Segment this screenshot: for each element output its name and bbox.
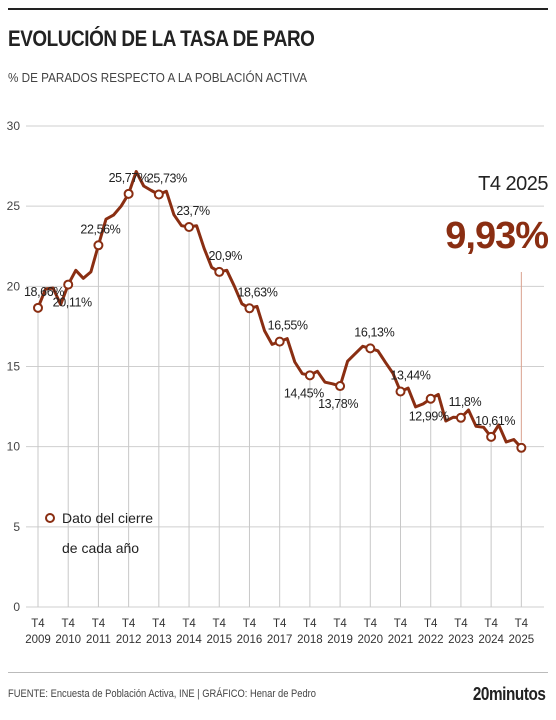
x-tick-label-top: T4 [273,618,287,630]
year-end-marker [274,336,285,347]
x-tick-label-top: T4 [333,618,347,630]
x-tick-label-top: T4 [31,618,45,630]
year-end-marker [244,303,255,314]
y-tick-label: 15 [7,360,21,374]
year-end-marker [63,279,74,290]
x-tick-label-top: T4 [243,618,257,630]
y-tick-label: 10 [7,440,21,454]
x-tick-label-year: 2023 [448,634,474,646]
x-tick-label-year: 2018 [297,634,323,646]
y-tick-label: 25 [7,199,21,213]
line-chart: 051015202530T42009T42010T42011T42012T420… [7,119,550,646]
year-end-marker [335,381,346,392]
year-end-marker [365,343,376,354]
data-label: 18,63% [237,285,277,299]
year-end-marker [304,370,315,381]
x-tick-label-year: 2017 [267,634,293,646]
data-label: 16,55% [268,319,308,333]
x-tick-label-top: T4 [303,618,317,630]
year-end-marker [516,442,527,453]
x-tick-label-year: 2025 [509,634,535,646]
annotation-value: 9,93% [445,215,548,257]
x-tick-label-year: 2021 [388,634,414,646]
data-label: 13,44% [391,369,431,383]
x-tick-label-year: 2022 [418,634,444,646]
x-tick-label-top: T4 [152,618,166,630]
data-label: 12,99% [409,410,449,424]
data-label: 11,8% [449,395,482,409]
data-label: 18,66% [24,285,64,299]
x-tick-label-year: 2011 [86,634,111,646]
y-tick-label: 0 [13,600,20,614]
year-end-marker [455,412,466,423]
x-tick-label-year: 2024 [478,634,504,646]
year-end-marker [395,386,406,397]
brand-logo: 20minutos [473,684,546,704]
x-tick-label-year: 2016 [237,634,263,646]
x-tick-label-top: T4 [92,618,106,630]
x-tick-label-top: T4 [122,618,136,630]
year-end-marker [184,222,195,233]
year-end-marker [33,302,43,313]
x-tick-label-top: T4 [394,618,408,630]
x-tick-label-top: T4 [364,618,378,630]
x-tick-label-top: T4 [182,618,196,630]
year-end-marker [214,266,225,277]
x-tick-label-year: 2012 [116,634,142,646]
x-tick-label-top: T4 [484,618,498,630]
source-note: FUENTE: Encuesta de Población Activa, IN… [8,688,317,700]
data-label: 20,11% [53,296,92,310]
data-label: 23,7% [176,204,210,218]
year-end-marker [123,188,134,199]
x-tick-label-year: 2014 [176,634,202,646]
footer-rule [8,672,548,673]
data-label: 22,56% [80,222,120,236]
data-label: 16,13% [354,325,394,339]
legend-label: Dato del cierre [62,510,153,526]
x-tick-label-year: 2020 [358,634,384,646]
x-tick-label-year: 2009 [25,634,51,646]
legend-marker [45,513,55,523]
x-tick-label-year: 2019 [327,634,353,646]
x-tick-label-top: T4 [61,618,75,630]
top-rule [8,8,548,10]
year-end-marker [486,431,497,442]
data-label: 20,9% [209,249,243,263]
data-label: 25,77% [109,171,149,185]
x-tick-label-top: T4 [515,618,529,630]
data-label: 10,61% [475,414,515,428]
legend-label: de cada año [62,540,139,556]
annotation-title: T4 2025 [478,173,548,195]
x-tick-label-year: 2015 [206,634,232,646]
y-tick-label: 20 [7,279,21,293]
x-tick-label-top: T4 [424,618,438,630]
year-end-marker [93,240,104,251]
x-tick-label-year: 2010 [55,634,81,646]
chart-title: EVOLUCIÓN DE LA TASA DE PARO [8,26,315,51]
y-tick-label: 5 [13,520,20,534]
x-tick-label-top: T4 [454,618,468,630]
data-label: 13,78% [318,397,358,411]
x-tick-label-year: 2013 [146,634,172,646]
chart-subtitle: % DE PARADOS RESPECTO A LA POBLACIÓN ACT… [8,70,308,85]
year-end-marker [425,393,436,404]
data-label: 14,45% [284,386,324,400]
data-label: 25,73% [147,171,187,185]
y-tick-label: 30 [7,119,21,133]
year-end-marker [153,189,164,200]
x-tick-label-top: T4 [213,618,227,630]
